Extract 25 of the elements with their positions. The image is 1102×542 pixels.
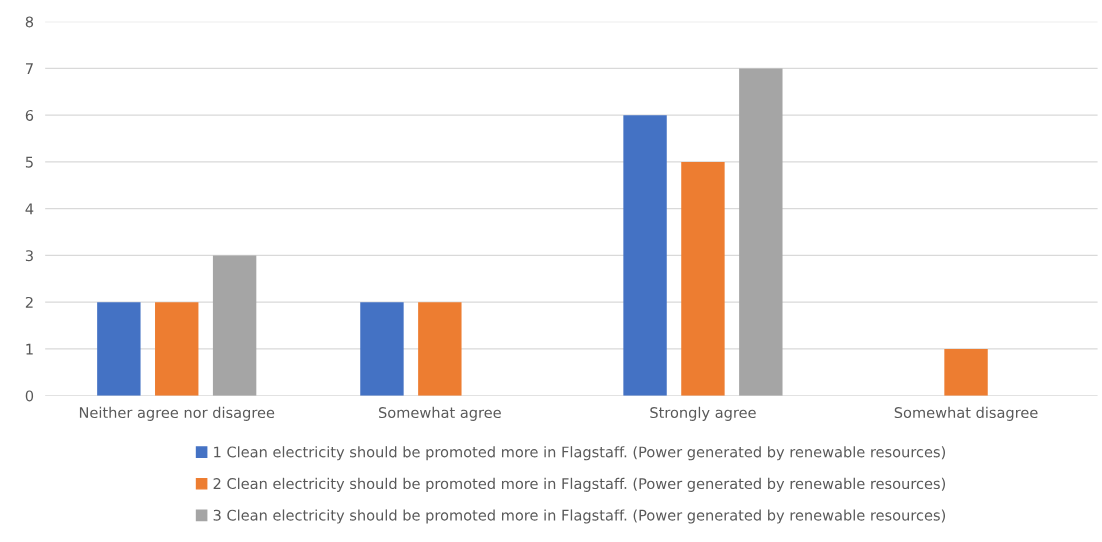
legend-label: 3 Clean electricity should be promoted more in Flagstaff. (Power generated by renewable resources) [213, 509, 946, 524]
bar [360, 302, 404, 396]
bar [944, 348, 988, 396]
y-tick-label: 5 [25, 156, 33, 168]
y-tick-label: 6 [25, 109, 34, 121]
bar [155, 302, 199, 396]
bar [97, 302, 141, 396]
bar [681, 161, 725, 396]
bar [739, 68, 783, 396]
bar [418, 302, 462, 396]
y-tick-label: 4 [25, 203, 34, 215]
y-tick-label: 7 [25, 63, 33, 74]
y-tick-label: 2 [25, 296, 33, 308]
bar [212, 255, 257, 396]
legend-label: 1 Clean electricity should be promoted more in Flagstaff. (Power generated by renewable resources) [214, 446, 946, 461]
legend-label: 2 Clean electricity should be promoted more in Flagstaff. (Power generated by renewable resources) [213, 477, 946, 492]
y-tick-label: 3 [25, 250, 33, 262]
y-tick-label: 8 [25, 16, 34, 28]
x-tick-label: Somewhat disagree [894, 406, 1038, 421]
x-tick-label: Strongly agree [650, 406, 756, 421]
y-tick-label: 0 [25, 390, 34, 402]
bar [623, 115, 667, 396]
x-tick-label: Neither agree nor disagree [79, 406, 275, 421]
y-tick-label: 1 [26, 343, 33, 355]
x-tick-label: Somewhat agree [378, 406, 501, 421]
